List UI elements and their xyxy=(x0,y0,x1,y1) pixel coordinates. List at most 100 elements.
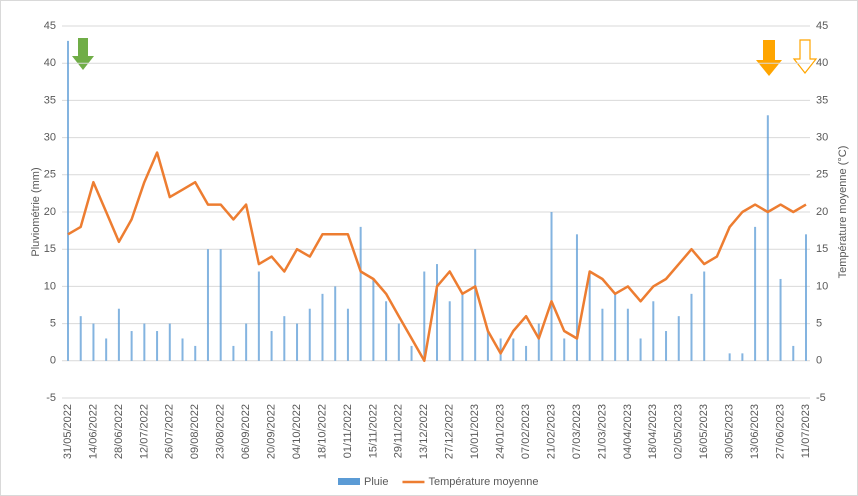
y-tick-label: 0 xyxy=(50,355,56,367)
bar xyxy=(168,323,171,361)
x-tick-label: 04/10/2022 xyxy=(291,404,303,459)
x-tick-label: 23/08/2022 xyxy=(215,404,227,459)
bar xyxy=(423,271,426,361)
y-tick-label: 40 xyxy=(44,57,56,69)
bar xyxy=(321,293,324,361)
y2-tick-label: -5 xyxy=(816,392,826,404)
y-axis-title: Pluviométrie (mm) xyxy=(30,167,42,256)
x-tick-label: 21/02/2023 xyxy=(545,404,557,459)
y-tick-label: 20 xyxy=(44,206,56,218)
bar xyxy=(79,316,82,361)
x-tick-label: 11/07/2023 xyxy=(800,404,812,458)
bar xyxy=(626,308,629,361)
bar xyxy=(588,271,591,361)
bar xyxy=(728,353,731,361)
bar xyxy=(499,338,502,361)
bar xyxy=(563,338,566,361)
x-tick-label: 18/04/2023 xyxy=(647,404,659,459)
bar xyxy=(754,226,757,361)
x-tick-label: 13/12/2022 xyxy=(418,404,430,459)
bar xyxy=(92,323,95,361)
x-tick-label: 27/06/2023 xyxy=(774,404,786,459)
bar xyxy=(270,331,273,361)
bar xyxy=(677,316,680,361)
bar xyxy=(181,338,184,361)
x-tick-label: 12/07/2022 xyxy=(138,404,150,459)
x-tick-label: 18/10/2022 xyxy=(316,404,328,459)
bar xyxy=(779,278,782,361)
bar xyxy=(346,308,349,361)
bar xyxy=(334,286,337,361)
y2-tick-label: 40 xyxy=(816,57,828,69)
x-tick-label: 28/06/2022 xyxy=(113,404,125,459)
x-tick-label: 27/12/2022 xyxy=(444,404,456,459)
y-tick-label: 15 xyxy=(44,243,56,255)
x-tick-label: 16/05/2023 xyxy=(698,404,710,459)
x-tick-label: 24/01/2023 xyxy=(495,404,507,459)
bar xyxy=(232,345,235,361)
bar xyxy=(219,249,222,361)
bar xyxy=(792,345,795,361)
x-tick-label: 02/05/2023 xyxy=(673,404,685,459)
x-tick-label: 26/07/2022 xyxy=(164,404,176,459)
bar xyxy=(639,338,642,361)
bar xyxy=(448,301,451,361)
x-tick-label: 29/11/2022 xyxy=(393,404,405,458)
bar xyxy=(741,353,744,361)
y2-tick-label: 10 xyxy=(816,280,828,292)
x-tick-label: 31/05/2022 xyxy=(62,404,74,459)
y2-tick-label: 30 xyxy=(816,132,828,144)
bar xyxy=(257,271,260,361)
bar xyxy=(105,338,108,361)
x-tick-label: 30/05/2023 xyxy=(724,404,736,459)
bar xyxy=(410,345,413,361)
x-tick-label: 06/09/2022 xyxy=(240,404,252,459)
line xyxy=(67,151,807,363)
legend: Pluie Température moyenne xyxy=(338,476,539,488)
y2-tick-label: 15 xyxy=(816,243,828,255)
bar xyxy=(652,301,655,361)
x-tick-label: 20/09/2022 xyxy=(265,404,277,459)
bar xyxy=(690,293,693,361)
y2-tick-label: 5 xyxy=(816,318,822,330)
y-tick-label: -5 xyxy=(46,392,56,404)
arrow-outline xyxy=(792,39,818,74)
x-tick-label: 13/06/2023 xyxy=(749,404,761,459)
bar xyxy=(575,234,578,361)
bar xyxy=(283,316,286,361)
bar xyxy=(486,331,489,361)
y2-tick-label: 45 xyxy=(816,20,828,32)
y-tick-label: 35 xyxy=(44,94,56,106)
y-tick-label: 30 xyxy=(44,132,56,144)
y2-tick-label: 25 xyxy=(816,169,828,181)
arrow-orange xyxy=(756,40,782,76)
x-tick-label: 04/04/2023 xyxy=(622,404,634,459)
legend-label: Température moyenne xyxy=(428,476,538,488)
bar xyxy=(461,293,464,361)
y-tick-label: 5 xyxy=(50,318,56,330)
bar xyxy=(67,40,69,361)
y-tick-label: 45 xyxy=(44,20,56,32)
x-tick-label: 09/08/2022 xyxy=(189,404,201,459)
bar xyxy=(474,249,477,361)
bar xyxy=(156,331,159,361)
arrow-green xyxy=(72,38,94,70)
bar xyxy=(601,308,604,361)
bar xyxy=(130,331,133,361)
x-tick-label: 07/02/2023 xyxy=(520,404,532,459)
bar xyxy=(665,331,668,361)
y-tick-label: 25 xyxy=(44,169,56,181)
bar xyxy=(117,308,120,361)
bar xyxy=(397,323,400,361)
y-tick-label: 10 xyxy=(44,280,56,292)
bar xyxy=(194,345,197,361)
bar xyxy=(537,323,540,361)
bar xyxy=(385,301,388,361)
bar xyxy=(206,249,209,361)
legend-swatch xyxy=(338,478,360,485)
y2-tick-label: 0 xyxy=(816,355,822,367)
x-tick-label: 07/03/2023 xyxy=(571,404,583,459)
bar xyxy=(703,271,706,361)
bar xyxy=(512,338,515,361)
